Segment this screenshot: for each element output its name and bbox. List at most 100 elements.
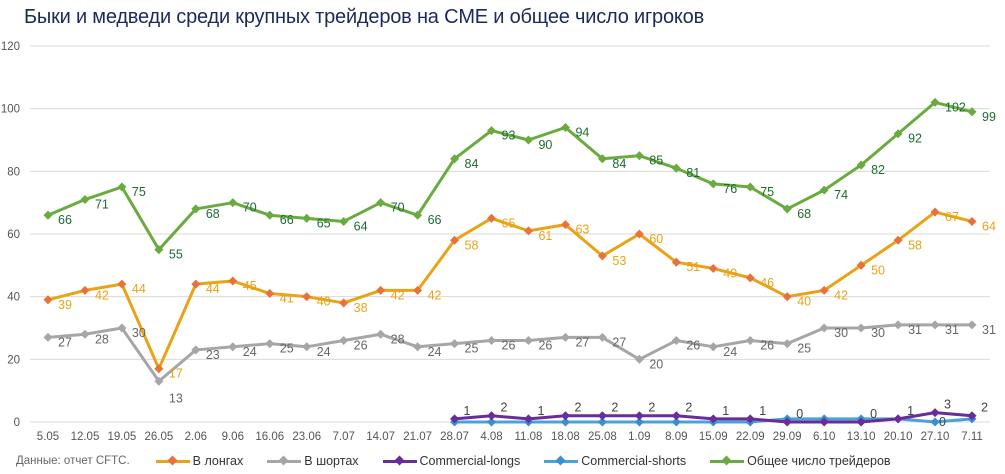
x-tick-label: 26.05 xyxy=(144,431,173,443)
data-label: 2 xyxy=(685,401,692,415)
data-point-marker xyxy=(302,213,312,223)
legend-item-commercial-shorts[interactable]: Commercial-shorts xyxy=(544,454,686,468)
data-point-marker xyxy=(967,216,977,226)
y-tick-label: 40 xyxy=(7,292,20,304)
legend-item-longs[interactable]: В лонгах xyxy=(155,454,244,468)
data-label: 30 xyxy=(132,326,146,340)
data-labels: 66 71 75 55 68 70 66 65 64 70 66 84 93 90 94 84 85 81 76 75… xyxy=(58,100,996,429)
data-label: 24 xyxy=(428,345,442,359)
data-label: 66 xyxy=(58,213,72,227)
data-label: 31 xyxy=(945,323,959,337)
data-label: 66 xyxy=(428,213,442,227)
data-label: 23 xyxy=(206,348,220,362)
chart-title: Быки и медведи среди крупных трейдеров н… xyxy=(24,6,705,28)
data-label: 60 xyxy=(649,232,663,246)
legend-swatch xyxy=(710,455,745,465)
x-tick-label: 7.11 xyxy=(961,431,983,443)
data-point-marker xyxy=(930,97,940,107)
x-tick-label: 2.06 xyxy=(185,431,207,443)
data-point-marker xyxy=(597,411,607,421)
data-label: 58 xyxy=(908,238,922,252)
data-point-marker xyxy=(265,210,275,220)
legend-label: В лонгах xyxy=(192,454,244,468)
data-label: 30 xyxy=(871,326,885,340)
data-label: 42 xyxy=(428,288,442,302)
data-label: 28 xyxy=(95,332,109,346)
source-note: Данные: отчет CFTC. xyxy=(16,455,130,467)
data-label: 75 xyxy=(760,185,774,199)
data-label: 71 xyxy=(95,198,109,212)
data-point-marker xyxy=(191,279,201,289)
series-line-0 xyxy=(47,210,973,371)
data-point-marker xyxy=(486,336,497,346)
data-point-marker xyxy=(191,204,201,214)
data-label: 90 xyxy=(538,138,552,152)
legend-item-commercial-longs[interactable]: Commercial-longs xyxy=(382,454,520,468)
y-axis-ticks: 0 20 40 60 80 100 120 xyxy=(1,41,20,429)
data-label: 68 xyxy=(206,207,220,221)
x-tick-label: 28.07 xyxy=(440,431,469,443)
data-label: 51 xyxy=(686,260,700,274)
data-label: 27 xyxy=(58,335,72,349)
data-label: 45 xyxy=(243,279,257,293)
data-point-marker xyxy=(154,364,164,374)
data-point-marker xyxy=(486,126,497,136)
x-tick-label: 6.10 xyxy=(813,431,835,443)
data-label: 1 xyxy=(907,404,914,418)
y-tick-label: 80 xyxy=(7,166,20,178)
y-tick-label: 60 xyxy=(7,229,20,241)
data-point-marker xyxy=(782,339,792,349)
x-tick-label: 16.06 xyxy=(255,431,284,443)
x-tick-label: 29.09 xyxy=(773,431,802,443)
data-label: 39 xyxy=(58,298,72,312)
data-label: 66 xyxy=(280,213,294,227)
data-point-marker xyxy=(80,195,90,205)
data-label: 1 xyxy=(722,404,729,418)
data-label: 44 xyxy=(206,282,220,296)
data-point-marker xyxy=(43,210,53,220)
x-tick-label: 12.05 xyxy=(71,431,100,443)
data-point-marker xyxy=(486,213,497,223)
data-label: 1 xyxy=(464,404,471,418)
data-point-marker xyxy=(930,408,940,418)
x-tick-label: 15.09 xyxy=(699,431,728,443)
legend-item-shorts[interactable]: В шортах xyxy=(267,454,359,468)
data-label: 27 xyxy=(575,335,589,349)
data-label: 65 xyxy=(502,216,516,230)
data-label: 24 xyxy=(243,345,257,359)
legend: Данные: отчет CFTC. В лонгах В шортах Co… xyxy=(16,454,915,468)
data-point-marker xyxy=(228,198,238,208)
data-label: 25 xyxy=(280,342,294,356)
data-label: 27 xyxy=(612,335,626,349)
data-label: 25 xyxy=(465,342,479,356)
data-point-marker xyxy=(930,320,940,330)
data-label: 28 xyxy=(391,332,405,346)
data-point-marker xyxy=(376,329,386,339)
data-point-marker xyxy=(117,279,127,289)
data-point-marker xyxy=(745,336,755,346)
data-label: 61 xyxy=(538,229,552,243)
x-tick-label: 22.09 xyxy=(736,431,765,443)
data-label: 31 xyxy=(982,323,996,337)
data-point-marker xyxy=(708,179,718,189)
legend-item-total-traders[interactable]: Общее число трейдеров xyxy=(710,454,891,468)
data-label: 44 xyxy=(132,282,146,296)
legend-swatch xyxy=(544,455,579,465)
data-label: 24 xyxy=(317,345,331,359)
data-label: 38 xyxy=(354,301,368,315)
data-label: 94 xyxy=(575,125,589,139)
data-point-marker xyxy=(486,411,497,421)
data-label: 93 xyxy=(502,129,516,143)
data-label: 70 xyxy=(391,201,405,215)
data-point-marker xyxy=(228,276,238,286)
data-point-marker xyxy=(597,332,607,342)
data-point-marker xyxy=(376,285,386,295)
data-label: 2 xyxy=(501,401,508,415)
y-tick-label: 100 xyxy=(1,104,20,116)
data-point-marker xyxy=(302,292,312,302)
series-line-1 xyxy=(47,323,972,383)
data-point-marker xyxy=(708,342,718,352)
x-tick-label: 27.10 xyxy=(921,431,950,443)
data-label: 65 xyxy=(317,216,331,230)
data-point-marker xyxy=(819,185,829,195)
